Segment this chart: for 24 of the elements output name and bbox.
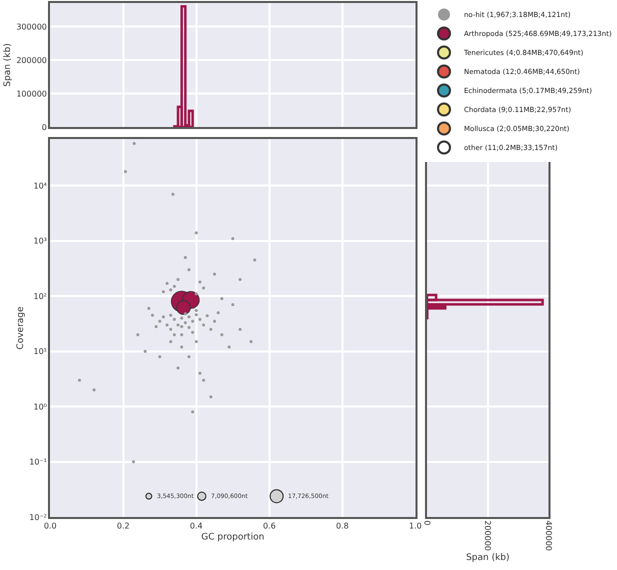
x-axis-title: GC proportion (201, 532, 264, 543)
x-tick-label: 400000 (544, 520, 554, 551)
y-axis-title: Coverage (16, 306, 26, 350)
x-tick-label: 0.0 (44, 521, 57, 530)
x-tick-label: 0.8 (336, 521, 349, 530)
x-axis-title: Span (kb) (466, 553, 510, 564)
y-tick-label: 100000 (16, 89, 47, 98)
x-tick-label: 0.6 (262, 521, 276, 530)
y-tick-label: 10⁴ (33, 181, 47, 190)
x-tick-label: 1.0 (408, 521, 422, 530)
y-tick-label: 10⁰ (33, 402, 47, 412)
y-tick-label: 300000 (16, 22, 47, 32)
x-tick-label: 200000 (483, 520, 492, 551)
y-tick-label: 10² (33, 292, 47, 301)
y-tick-label: 10¹ (33, 347, 47, 356)
y-tick-label: 10⁻¹ (29, 458, 47, 467)
x-tick-label: 0 (422, 520, 432, 526)
x-tick-label: 0.4 (190, 521, 203, 530)
y-tick-label: 0 (42, 122, 47, 132)
x-tick-label: 0.2 (116, 521, 130, 530)
y-tick-label: 10³ (33, 236, 47, 246)
y-tick-label: 200000 (16, 56, 47, 65)
y-axis-title: Span (kb) (3, 43, 14, 87)
y-tick-label: 10⁻² (29, 512, 47, 522)
